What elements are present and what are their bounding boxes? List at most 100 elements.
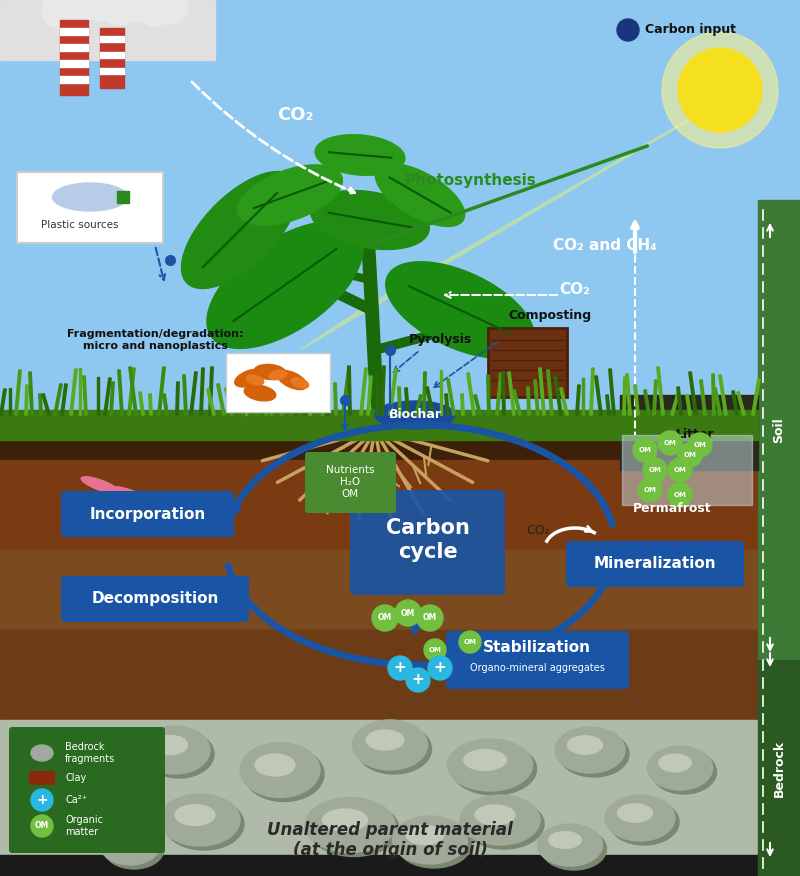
Circle shape [152,0,188,24]
FancyArrow shape [502,372,506,415]
FancyArrow shape [206,389,215,415]
FancyArrow shape [546,370,554,415]
Ellipse shape [153,735,187,754]
Text: OM: OM [694,442,706,448]
FancyArrow shape [414,395,422,415]
Circle shape [617,19,639,41]
FancyArrow shape [405,388,410,415]
Text: OM: OM [674,492,686,498]
Text: OM: OM [401,609,415,618]
Ellipse shape [559,731,629,777]
FancyArrow shape [644,390,650,415]
FancyArrow shape [534,380,539,415]
Text: Decomposition: Decomposition [91,591,218,606]
Text: Carbon
cycle: Carbon cycle [386,519,470,562]
Text: Incorporation: Incorporation [90,506,206,521]
FancyArrow shape [225,388,234,415]
Ellipse shape [618,804,653,823]
Text: OM: OM [463,639,477,645]
Ellipse shape [100,825,160,865]
Ellipse shape [475,805,515,825]
Text: +: + [36,793,48,807]
FancyArrow shape [446,378,455,415]
FancyArrow shape [376,373,378,415]
Ellipse shape [451,743,537,795]
Bar [0,0,210,20]
Bar [60,76,88,83]
Ellipse shape [164,798,244,850]
Ellipse shape [244,385,276,401]
Ellipse shape [464,750,506,770]
FancyArrow shape [609,369,615,415]
FancyBboxPatch shape [566,541,744,587]
Bar [60,44,88,51]
FancyArrow shape [200,368,204,415]
FancyArrow shape [594,376,602,415]
FancyBboxPatch shape [29,771,55,785]
FancyBboxPatch shape [61,491,234,537]
Polygon shape [386,262,534,358]
Bar [100,68,124,74]
FancyArrow shape [381,366,386,415]
Bar [758,200,800,660]
Ellipse shape [254,364,286,379]
FancyArrow shape [590,368,594,415]
Bar [0,425,758,480]
FancyArrow shape [718,375,727,415]
FancyArrow shape [104,378,111,415]
FancyArrow shape [25,385,28,415]
FancyArrow shape [245,370,247,415]
FancyArrow shape [324,383,330,415]
Bar [0,0,758,450]
FancyArrow shape [714,388,722,415]
FancyArrow shape [554,376,562,415]
FancyArrow shape [82,376,87,415]
FancyArrow shape [526,387,530,415]
FancyArrow shape [176,382,179,415]
Ellipse shape [651,750,717,794]
Polygon shape [375,164,465,226]
FancyArrow shape [250,386,258,415]
Text: Clay: Clay [65,773,86,783]
Circle shape [643,458,667,482]
Bar [0,410,758,440]
FancyArrow shape [300,385,306,415]
Text: Mineralization: Mineralization [594,556,716,571]
FancyBboxPatch shape [350,490,505,595]
Circle shape [658,431,682,455]
Circle shape [688,433,712,457]
FancyArrow shape [265,388,274,415]
Bar [100,28,124,88]
FancyArrow shape [129,367,138,415]
Bar [622,435,752,505]
Ellipse shape [240,743,320,797]
Ellipse shape [246,375,264,385]
FancyArrow shape [42,393,50,415]
Text: Pyrolysis: Pyrolysis [408,334,472,347]
Ellipse shape [447,739,533,791]
FancyArrow shape [677,387,682,415]
Text: Carbon input: Carbon input [645,24,736,37]
Text: OM: OM [683,452,697,458]
FancyBboxPatch shape [226,353,330,412]
FancyArrow shape [466,373,475,415]
Text: OM: OM [378,613,392,623]
FancyArrow shape [158,367,166,415]
FancyArrow shape [138,392,144,415]
Bar [117,191,129,203]
Circle shape [137,0,173,26]
FancyArrow shape [426,386,434,415]
Bar [0,460,758,550]
FancyArrow shape [653,380,658,415]
Text: Unaltered parent material
(at the origin of soil): Unaltered parent material (at the origin… [267,821,513,859]
Circle shape [395,600,421,626]
FancyArrow shape [217,384,226,415]
Ellipse shape [53,755,107,795]
FancyBboxPatch shape [305,452,396,513]
Ellipse shape [567,736,602,754]
FancyArrow shape [190,371,198,415]
Text: Bedrock
fragments: Bedrock fragments [65,742,115,764]
FancyArrow shape [657,367,664,415]
FancyArrow shape [440,370,442,415]
Circle shape [678,48,762,132]
